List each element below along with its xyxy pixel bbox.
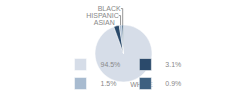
svg-text:ASIAN: ASIAN [94,19,115,26]
svg-text:3.1%: 3.1% [165,61,181,68]
svg-text:BLACK: BLACK [98,5,121,12]
svg-text:HISPANIC: HISPANIC [86,12,119,19]
svg-text:94.5%: 94.5% [101,61,121,68]
svg-text:1.5%: 1.5% [101,80,117,87]
svg-text:0.9%: 0.9% [165,80,181,87]
